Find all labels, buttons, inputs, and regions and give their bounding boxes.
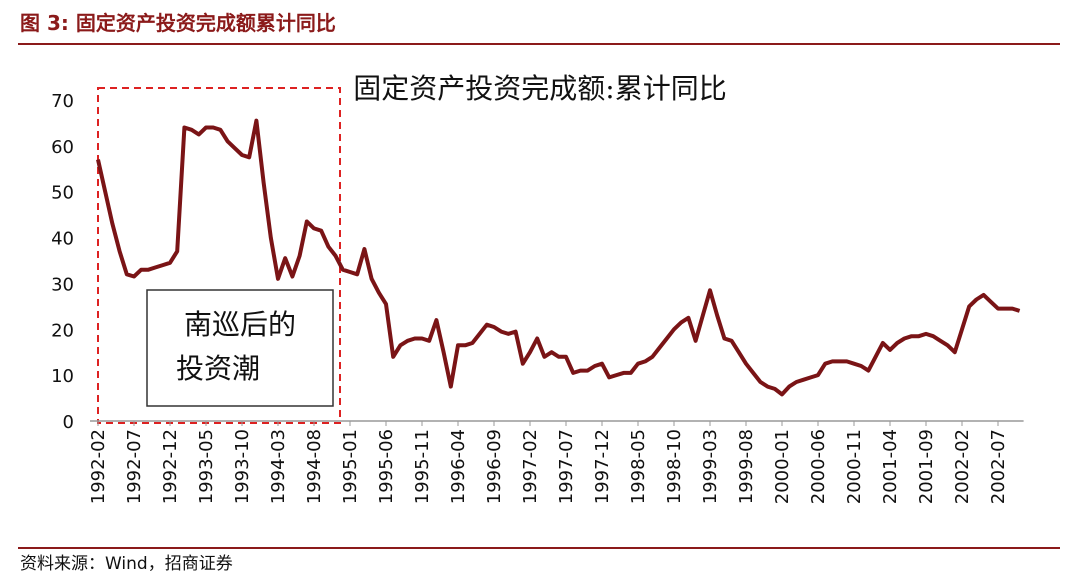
x-tick-label: 1994-08 bbox=[304, 429, 325, 504]
x-tick-label: 1993-05 bbox=[196, 429, 217, 504]
x-tick-label: 1998-05 bbox=[628, 429, 649, 504]
x-tick-label: 1994-03 bbox=[268, 429, 289, 504]
y-tick-label: 30 bbox=[51, 274, 74, 295]
x-tick-label: 2002-07 bbox=[988, 429, 1009, 504]
y-tick-label: 70 bbox=[51, 91, 74, 112]
annotation: 投资潮 bbox=[176, 352, 260, 385]
x-tick-label: 1995-11 bbox=[412, 429, 433, 504]
x-tick-label: 2000-01 bbox=[772, 429, 793, 504]
annotation-box bbox=[146, 289, 334, 407]
y-tick-label: 60 bbox=[51, 137, 74, 158]
y-tick-label: 10 bbox=[51, 366, 74, 387]
chart-title: 固定资产投资完成额:累计同比 bbox=[353, 72, 726, 105]
x-tick-label: 2000-11 bbox=[844, 429, 865, 504]
x-tick-label: 1997-07 bbox=[556, 429, 577, 504]
x-tick-label: 1995-01 bbox=[340, 429, 361, 504]
x-tick-label: 1997-02 bbox=[520, 429, 541, 504]
x-tick-label: 2000-06 bbox=[808, 429, 829, 504]
data-line bbox=[96, 118, 1021, 397]
x-tick-label: 1997-12 bbox=[592, 429, 613, 504]
x-tick-label: 1996-04 bbox=[448, 429, 469, 504]
x-tick-label: 1992-07 bbox=[124, 429, 145, 504]
y-tick-label: 20 bbox=[51, 320, 74, 341]
x-tick-label: 2001-09 bbox=[916, 429, 937, 504]
x-tick-label: 1998-10 bbox=[664, 429, 685, 504]
x-tick-label: 1992-12 bbox=[160, 429, 181, 504]
source: 资料来源：Wind，招商证券 bbox=[20, 554, 233, 574]
y-tick-label: 50 bbox=[51, 183, 74, 204]
x-tick-label: 2001-04 bbox=[880, 429, 901, 504]
x-tick-label: 1999-03 bbox=[700, 429, 721, 504]
highlight-box bbox=[97, 87, 341, 424]
x-tick-label: 1999-08 bbox=[736, 429, 757, 504]
y-tick-label: 40 bbox=[51, 229, 74, 250]
annotation: 南巡后的 bbox=[184, 308, 296, 341]
x-tick-label: 1995-06 bbox=[376, 429, 397, 504]
x-tick-label: 1996-09 bbox=[484, 429, 505, 504]
x-tick-label: 1993-10 bbox=[232, 429, 253, 504]
y-tick-label: 0 bbox=[63, 412, 74, 433]
x-tick-label: 1992-02 bbox=[88, 429, 109, 504]
figure-header: 图 3: 固定资产投资完成额累计同比 bbox=[20, 11, 336, 35]
x-tick-label: 2002-02 bbox=[952, 429, 973, 504]
